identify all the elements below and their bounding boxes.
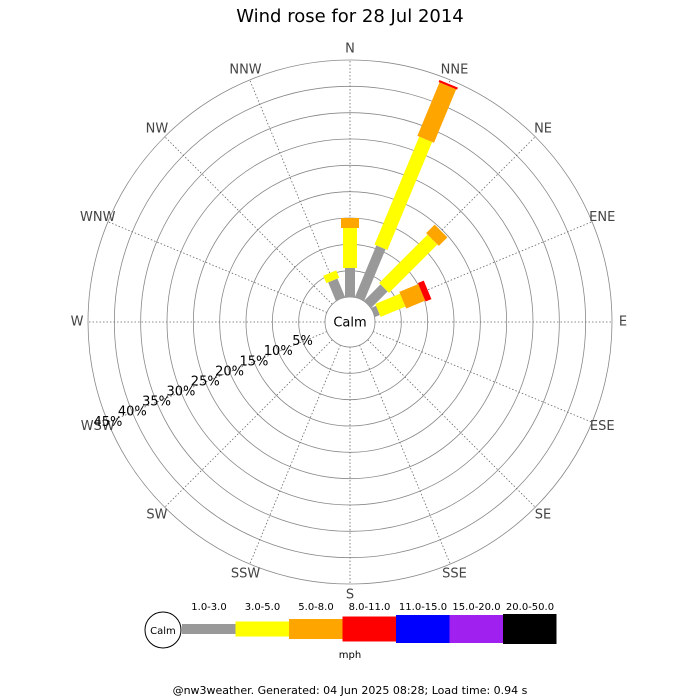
ring-label: 45%: [93, 415, 122, 430]
legend-swatch: [342, 616, 396, 642]
legend-label: 8.0-11.0: [349, 602, 391, 613]
wind-bar: [438, 80, 458, 90]
grid-ring: [192, 164, 508, 480]
ring-label: 30%: [166, 385, 195, 400]
legend-swatch: [396, 615, 450, 643]
wind-bar: [379, 234, 438, 293]
ring-label: 40%: [118, 405, 147, 420]
legend-label: 15.0-20.0: [452, 602, 500, 613]
wind-bar: [343, 228, 357, 269]
ring-label: 20%: [215, 364, 244, 379]
spoke: [107, 331, 328, 423]
direction-label: N: [345, 42, 355, 57]
spoke: [107, 221, 328, 313]
legend-label: 11.0-15.0: [399, 602, 447, 613]
wind-bar: [345, 268, 355, 297]
wind-bar: [341, 218, 359, 229]
wind-bar: [374, 136, 433, 251]
legend-unit: mph: [339, 650, 361, 661]
direction-label: W: [71, 315, 84, 330]
chart-title: Wind rose for 28 Jul 2014: [236, 6, 464, 27]
legend-calm: [144, 611, 182, 649]
direction-label: NE: [534, 121, 552, 136]
legend-swatch: [235, 621, 289, 637]
calm-label: Calm: [333, 316, 366, 331]
spoke: [164, 339, 333, 508]
spoke: [164, 136, 333, 305]
wind-bar: [399, 283, 426, 309]
direction-label: ESE: [590, 419, 615, 434]
direction-label: NNW: [229, 62, 261, 77]
wind-bar: [426, 224, 448, 246]
ring-label: 15%: [239, 354, 268, 369]
legend-swatch: [449, 615, 503, 643]
legend-swatch: [503, 614, 557, 644]
wind-bar: [364, 284, 388, 308]
legend-label: 20.0-50.0: [506, 602, 554, 613]
direction-label: E: [619, 315, 627, 330]
direction-label: WSW: [81, 419, 115, 434]
spoke: [249, 79, 341, 300]
ring-label: 25%: [191, 374, 220, 389]
direction-label: SE: [535, 508, 551, 523]
spoke: [249, 344, 341, 565]
legend-swatch: [289, 619, 343, 639]
wind-bar: [323, 270, 340, 284]
direction-label: NW: [146, 121, 169, 136]
legend-label: 5.0-8.0: [298, 602, 333, 613]
wind-bar: [328, 278, 346, 301]
wind-bar: [354, 245, 386, 301]
wind-bar: [375, 293, 406, 317]
ring-label: 5%: [292, 334, 313, 349]
grid-ring: [140, 112, 560, 532]
direction-label: S: [346, 588, 354, 603]
legend-label: 3.0-5.0: [245, 602, 280, 613]
direction-label: ENE: [589, 210, 615, 225]
direction-label: SW: [146, 508, 167, 523]
direction-label: SSE: [442, 567, 467, 582]
legend-label: 1.0-3.0: [191, 602, 226, 613]
direction-label: NNE: [441, 62, 469, 77]
wind-bar: [437, 79, 460, 89]
direction-label: WNW: [80, 210, 116, 225]
wind-bar: [417, 82, 457, 143]
direction-label: SSW: [231, 567, 261, 582]
spoke: [367, 339, 536, 508]
ring-label: 10%: [264, 344, 293, 359]
footer: @nw3weather. Generated: 04 Jun 2025 08:2…: [173, 684, 528, 697]
legend-swatch: [182, 624, 236, 634]
grid-ring: [87, 59, 613, 585]
wind-bar: [417, 280, 432, 302]
wind-bar: [371, 305, 380, 318]
legend-calm-label: Calm: [150, 626, 176, 637]
ring-label: 35%: [142, 395, 171, 410]
spoke: [372, 331, 593, 423]
spoke: [359, 344, 451, 565]
